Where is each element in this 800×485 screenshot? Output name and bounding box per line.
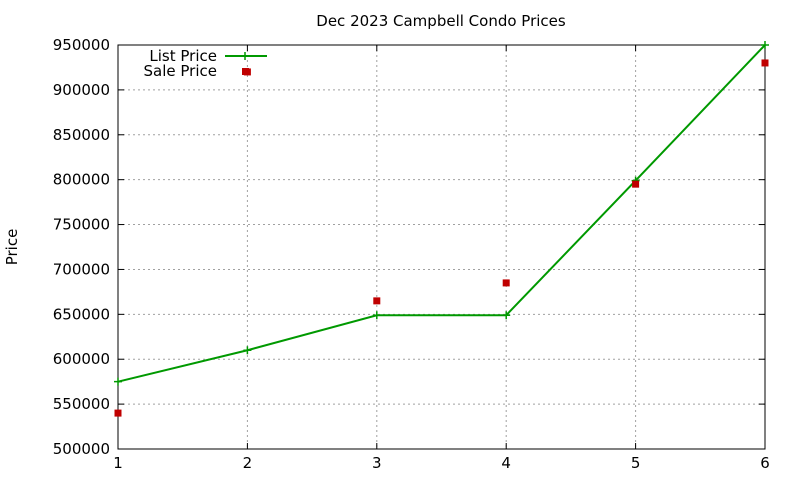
legend: List Price Sale Price <box>144 47 267 80</box>
x-tick-label: 6 <box>760 454 770 472</box>
y-tick-label: 800000 <box>53 171 110 189</box>
data-point-list-price <box>761 41 769 49</box>
data-point-list-price <box>502 311 511 320</box>
data-point-sale-price <box>502 279 510 287</box>
chart-title: Dec 2023 Campbell Condo Prices <box>316 12 566 30</box>
x-axis-ticks: 1 2 3 4 5 6 <box>113 45 770 472</box>
data-point-list-price <box>114 377 122 386</box>
x-tick-label: 2 <box>243 454 253 472</box>
y-tick-label: 750000 <box>53 216 110 234</box>
y-tick-label: 900000 <box>53 81 110 99</box>
y-tick-label: 700000 <box>53 260 110 278</box>
series-line-list-price <box>117 44 766 383</box>
y-tick-label: 500000 <box>53 440 110 458</box>
data-point-list-price <box>372 311 381 320</box>
legend-label-sale-price: Sale Price <box>144 62 217 80</box>
legend-marker-list-price <box>241 52 249 60</box>
y-tick-label: 950000 <box>53 36 110 54</box>
data-point-list-price <box>243 346 252 355</box>
legend-label-list-price: List Price <box>149 47 217 65</box>
x-tick-label: 1 <box>113 454 123 472</box>
y-tick-label: 550000 <box>53 395 110 413</box>
grid <box>118 45 765 449</box>
data-point-sale-price <box>373 297 381 305</box>
data-point-sale-price <box>761 59 769 67</box>
plot-frame <box>117 44 766 450</box>
y-axis-ticks: 500000 550000 600000 650000 700000 750000 8000… <box>53 36 765 458</box>
y-axis-label: Price <box>3 229 21 266</box>
y-tick-label: 850000 <box>53 126 110 144</box>
x-tick-label: 5 <box>631 454 641 472</box>
legend-marker-sale-price <box>242 68 249 75</box>
y-tick-label: 600000 <box>53 350 110 368</box>
y-tick-label: 650000 <box>53 305 110 323</box>
x-tick-label: 4 <box>501 454 511 472</box>
x-tick-label: 3 <box>372 454 382 472</box>
data-point-sale-price <box>632 180 640 188</box>
series <box>114 41 769 417</box>
data-point-sale-price <box>114 409 122 417</box>
